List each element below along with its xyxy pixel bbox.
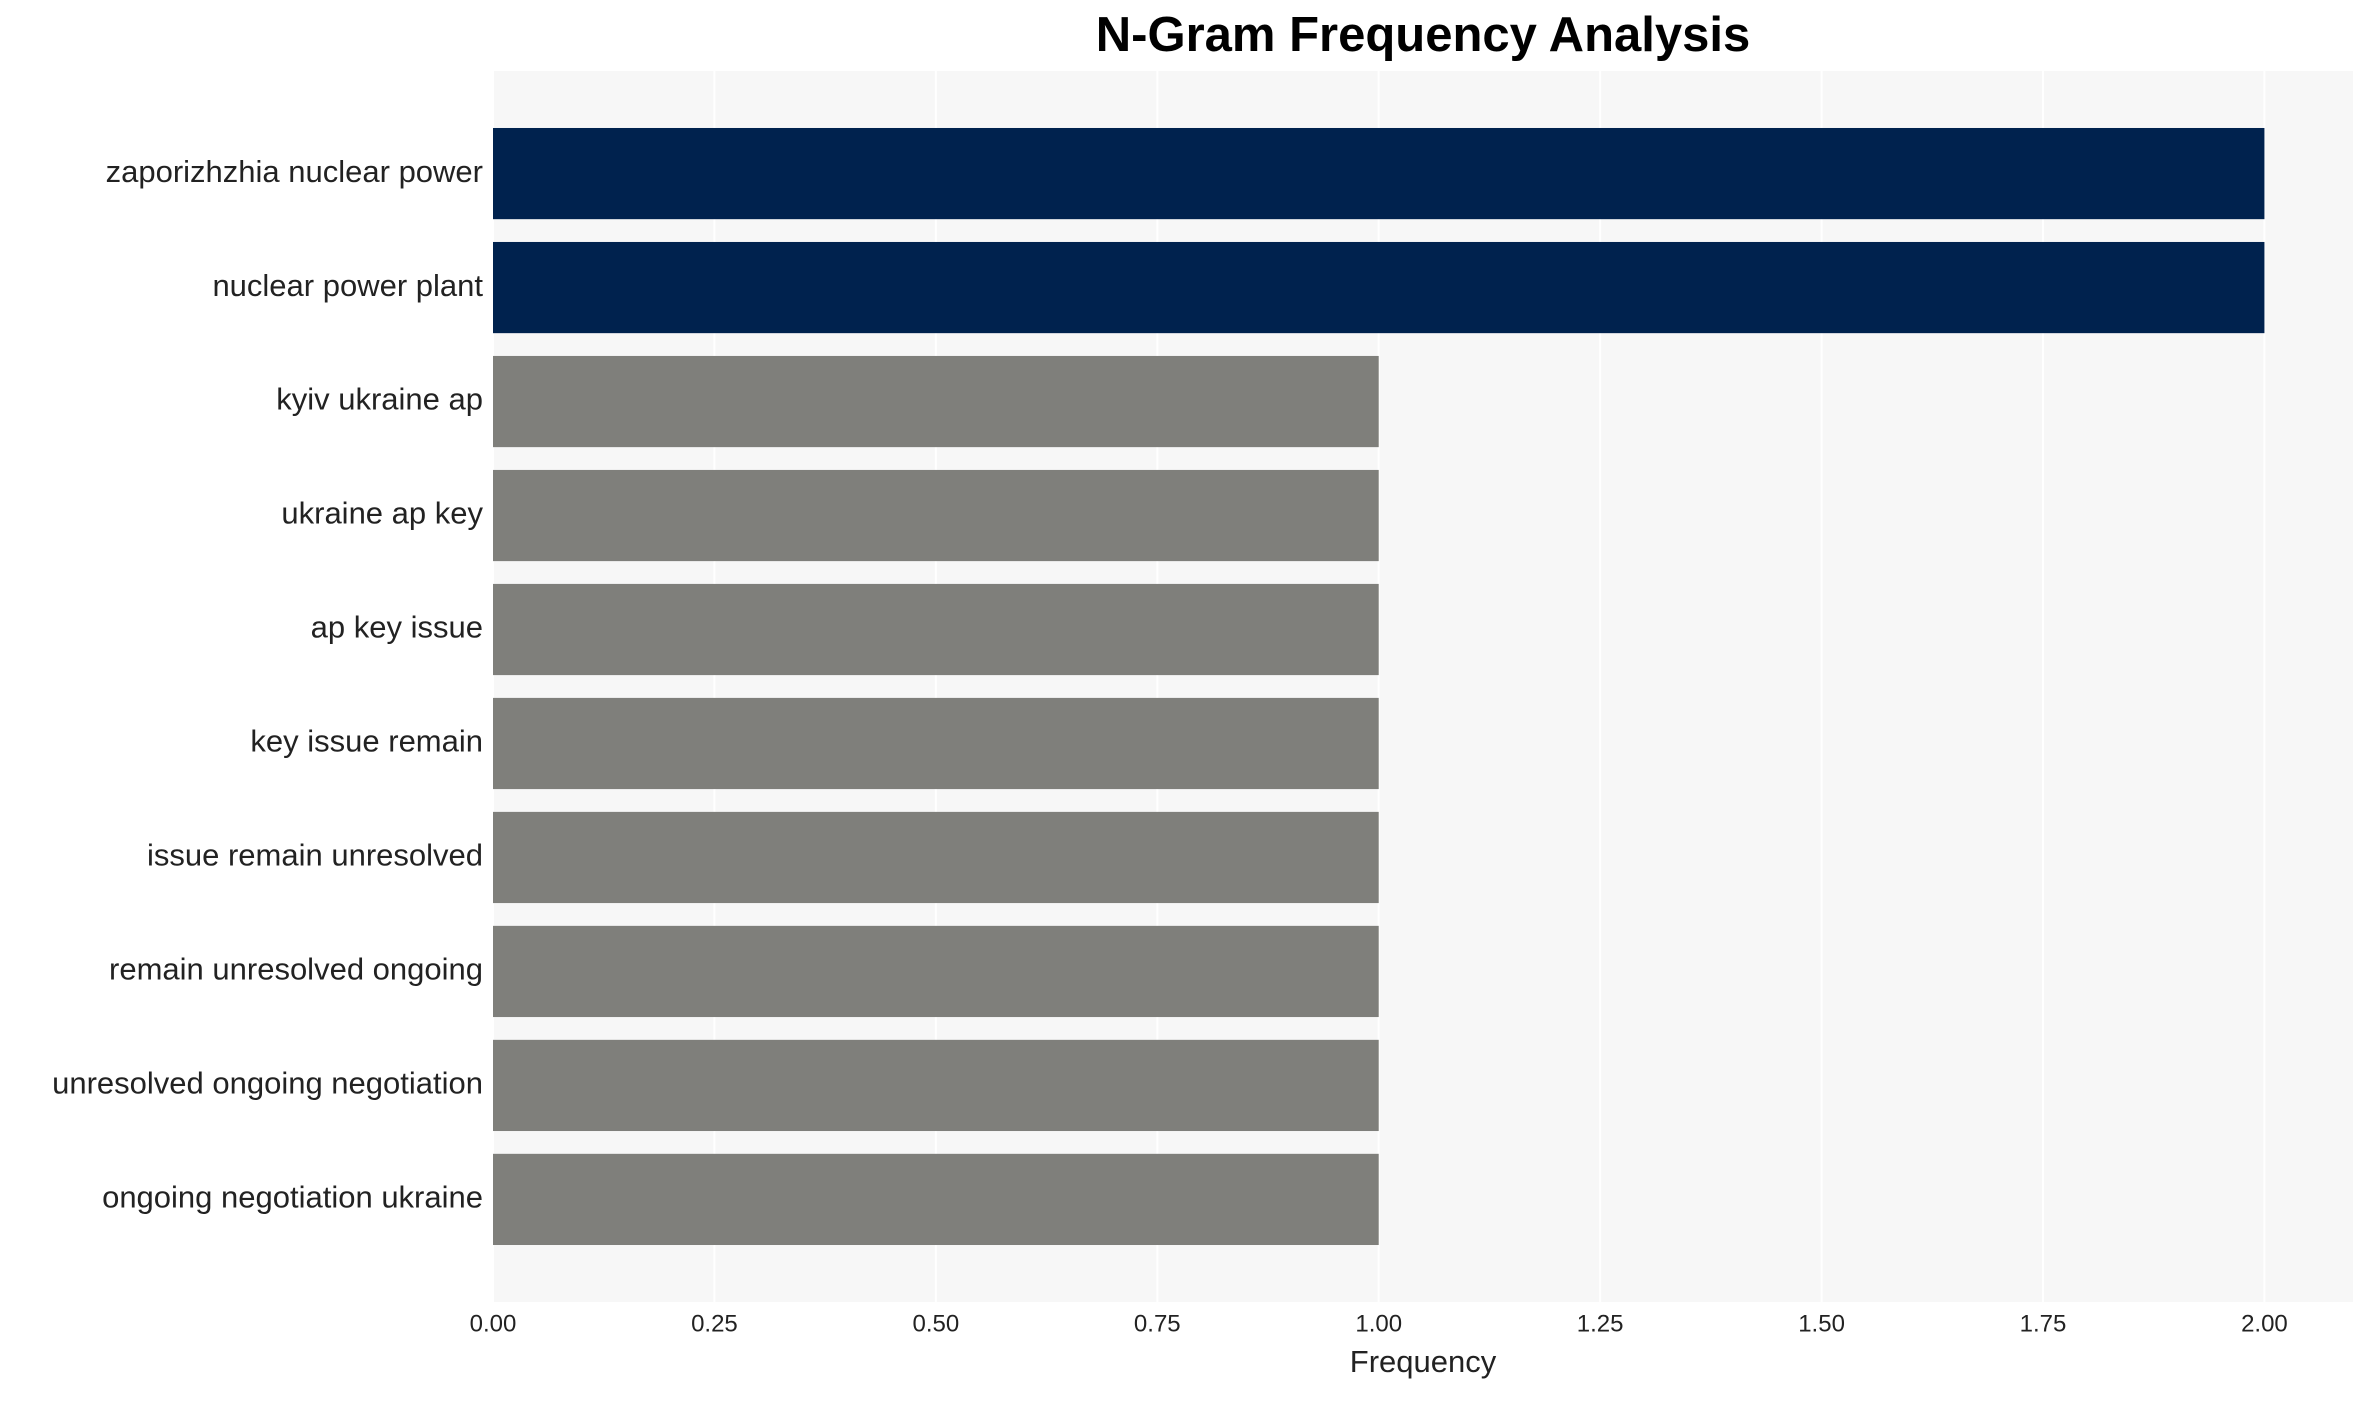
x-tick-label: 0.00 bbox=[470, 1310, 517, 1337]
bar bbox=[493, 811, 1379, 904]
bar bbox=[493, 583, 1379, 676]
x-tick-label: 0.25 bbox=[691, 1310, 738, 1337]
y-tick-label: kyiv ukraine ap bbox=[276, 382, 483, 417]
y-tick-label: ongoing negotiation ukraine bbox=[102, 1180, 483, 1215]
x-tick-label: 1.00 bbox=[1355, 1310, 1402, 1337]
y-tick-label: ukraine ap key bbox=[281, 496, 483, 531]
bar bbox=[493, 925, 1379, 1018]
y-tick-label: key issue remain bbox=[250, 724, 483, 759]
x-tick-label: 1.50 bbox=[1798, 1310, 1845, 1337]
y-tick-label: zaporizhzhia nuclear power bbox=[106, 154, 483, 189]
bar bbox=[493, 1039, 1379, 1132]
y-tick-label: remain unresolved ongoing bbox=[109, 952, 483, 987]
x-tick-label: 1.75 bbox=[2020, 1310, 2067, 1337]
bar bbox=[493, 469, 1379, 562]
x-tick-label: 1.25 bbox=[1577, 1310, 1624, 1337]
y-tick-label: ap key issue bbox=[311, 610, 483, 645]
y-tick-label: issue remain unresolved bbox=[147, 838, 483, 873]
x-tick-label: 0.50 bbox=[912, 1310, 959, 1337]
y-tick-label: unresolved ongoing negotiation bbox=[52, 1066, 483, 1101]
x-axis-label: Frequency bbox=[1350, 1344, 1497, 1379]
x-tick-label: 2.00 bbox=[2241, 1310, 2288, 1337]
x-tick-label: 0.75 bbox=[1134, 1310, 1181, 1337]
bar bbox=[493, 127, 2265, 220]
bar bbox=[493, 241, 2265, 334]
chart-title: N-Gram Frequency Analysis bbox=[1096, 8, 1750, 62]
y-tick-label: nuclear power plant bbox=[212, 268, 483, 303]
bar bbox=[493, 697, 1379, 790]
bar bbox=[493, 1153, 1379, 1246]
bar bbox=[493, 355, 1379, 448]
